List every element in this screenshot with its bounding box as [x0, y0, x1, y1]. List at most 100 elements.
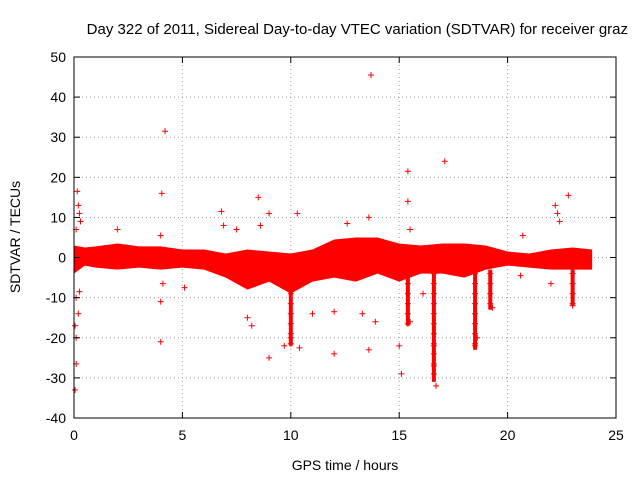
data-point	[220, 222, 227, 229]
data-point	[331, 350, 338, 357]
dip-marker	[430, 320, 437, 327]
dip-marker	[487, 300, 494, 307]
dip-marker	[430, 330, 437, 337]
data-point	[72, 386, 79, 393]
data-point	[266, 354, 273, 361]
dip-marker	[472, 280, 479, 287]
grid-layer	[74, 57, 616, 418]
data-point	[359, 310, 366, 317]
x-axis-label: GPS time / hours	[292, 457, 399, 473]
dip-marker	[472, 300, 479, 307]
data-point	[162, 128, 169, 135]
x-tick-label: 10	[283, 427, 299, 443]
data-point	[430, 362, 437, 369]
dip-marker	[569, 290, 576, 297]
data-point	[474, 334, 481, 341]
dip-marker	[404, 310, 411, 317]
data-point	[441, 158, 448, 165]
data-point	[407, 318, 414, 325]
data-point	[233, 226, 240, 233]
data-point	[181, 284, 188, 291]
data-point	[157, 232, 164, 239]
y-axis-label: SDTVAR / TECUs	[7, 181, 23, 293]
dip-marker	[569, 270, 576, 277]
data-point	[294, 210, 301, 217]
dip-marker	[487, 290, 494, 297]
dip-marker	[472, 310, 479, 317]
dip-marker	[404, 270, 411, 277]
y-tick-label: 40	[50, 89, 66, 105]
y-tick-label: 0	[58, 250, 66, 266]
dip-marker	[287, 280, 294, 287]
x-tick-label: 0	[70, 427, 78, 443]
data-point	[404, 168, 411, 175]
data-point	[372, 318, 379, 325]
data-point	[489, 304, 496, 311]
data-point	[72, 322, 79, 329]
dip-marker	[430, 270, 437, 277]
x-tick-label: 5	[179, 427, 187, 443]
data-point	[76, 210, 83, 217]
dip-marker	[430, 370, 437, 377]
data-point	[77, 218, 84, 225]
dip-marker	[569, 280, 576, 287]
data-point	[519, 232, 526, 239]
data-point	[368, 72, 375, 79]
data-point	[404, 198, 411, 205]
dip-marker	[404, 300, 411, 307]
data-point	[565, 192, 572, 199]
data-point	[309, 310, 316, 317]
data-point	[517, 272, 524, 279]
y-tick-label: 20	[50, 169, 66, 185]
chart-title: Day 322 of 2011, Sidereal Day-to-day VTE…	[87, 21, 628, 38]
data-point	[248, 322, 255, 329]
data-point	[159, 280, 166, 287]
data-point	[255, 194, 262, 201]
data-point	[281, 342, 288, 349]
data-point	[76, 288, 83, 295]
dip-marker	[430, 350, 437, 357]
dip-marker	[487, 270, 494, 277]
data-point	[407, 226, 414, 233]
dip-marker	[472, 320, 479, 327]
data-points-layer	[72, 72, 576, 393]
data-point	[396, 342, 403, 349]
y-tick-label: -30	[46, 370, 66, 386]
data-point	[552, 202, 559, 209]
data-point	[569, 302, 576, 309]
y-tick-label: -40	[46, 410, 66, 426]
data-point	[344, 220, 351, 227]
data-point	[75, 310, 82, 317]
dip-marker	[287, 270, 294, 277]
ticks-layer: -40 -30 -20 -10 0 10 20 30 40 50 0 5 10 15 20 25	[46, 49, 624, 443]
data-band-layer	[74, 237, 593, 382]
data-point	[365, 214, 372, 221]
data-point	[433, 382, 440, 389]
data-point	[257, 222, 264, 229]
dip-marker	[404, 280, 411, 287]
data-point	[430, 342, 437, 349]
data-point	[75, 202, 82, 209]
dip-marker	[404, 290, 411, 297]
data-point	[266, 210, 273, 217]
y-tick-label: -20	[46, 330, 66, 346]
data-point	[420, 290, 427, 297]
dip-marker	[287, 320, 294, 327]
dip-marker	[287, 290, 294, 297]
data-point	[472, 342, 479, 349]
data-point	[218, 208, 225, 215]
data-point	[547, 280, 554, 287]
dip-marker	[430, 300, 437, 307]
y-tick-label: 30	[50, 129, 66, 145]
y-tick-label: -10	[46, 290, 66, 306]
data-point	[554, 210, 561, 217]
dip-marker	[287, 310, 294, 317]
data-point	[331, 308, 338, 315]
data-point	[157, 298, 164, 305]
plot-frame	[73, 56, 617, 419]
dip-marker	[287, 340, 294, 347]
data-point	[296, 344, 303, 351]
x-tick-label: 25	[608, 427, 624, 443]
data-point	[556, 218, 563, 225]
